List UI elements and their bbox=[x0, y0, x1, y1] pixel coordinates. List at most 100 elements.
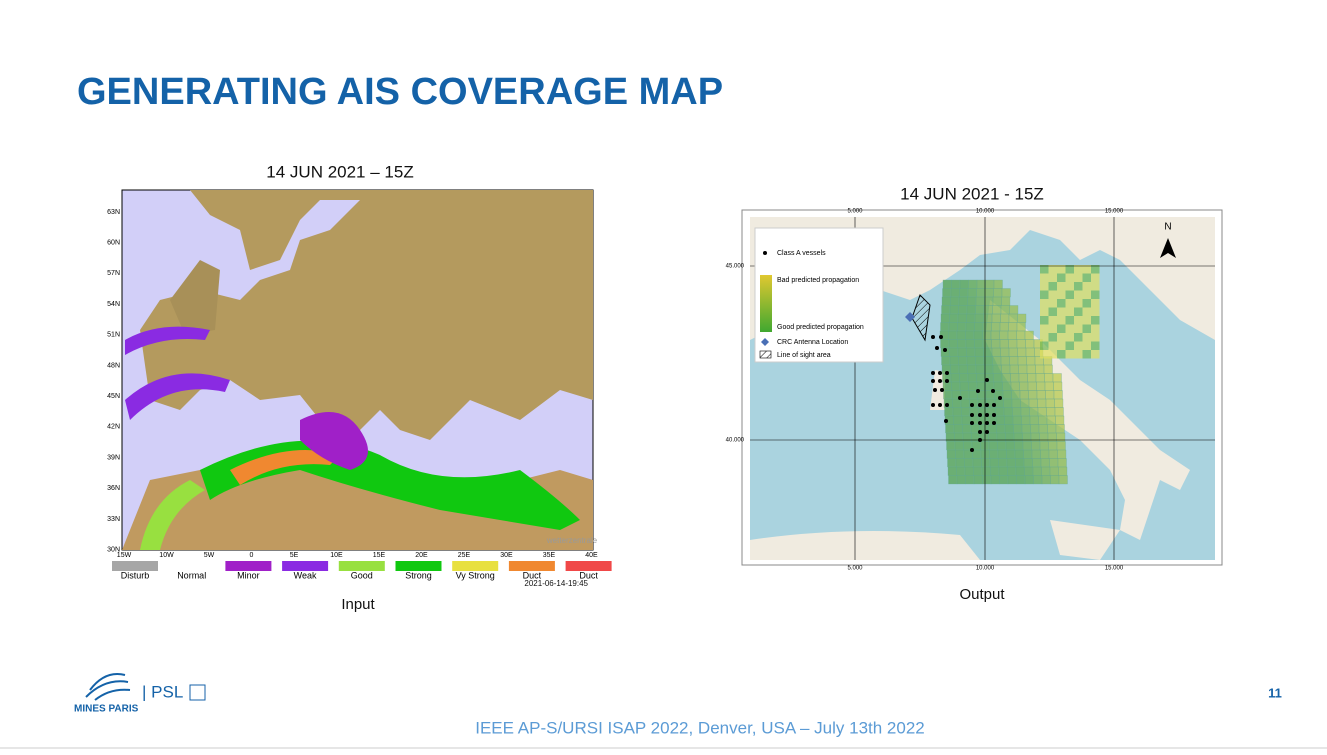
coverage-cell bbox=[1065, 316, 1074, 325]
coverage-cell bbox=[1013, 424, 1023, 434]
coverage-cell bbox=[1052, 373, 1062, 383]
coverage-cell bbox=[961, 407, 971, 417]
coverage-cell bbox=[1065, 282, 1074, 291]
vessel bbox=[992, 421, 996, 425]
lon-label: 40E bbox=[585, 552, 598, 559]
coverage-cell bbox=[1001, 288, 1011, 298]
coverage-cell bbox=[1074, 316, 1083, 325]
coverage-cell bbox=[1048, 307, 1057, 316]
coverage-cell bbox=[965, 322, 975, 332]
coverage-cell bbox=[1048, 316, 1057, 325]
lat-label: 40.000 bbox=[726, 438, 745, 444]
coverage-cell bbox=[1074, 333, 1083, 342]
vessel bbox=[939, 335, 943, 339]
coverage-cell bbox=[1003, 407, 1013, 417]
coverage-cell bbox=[1026, 364, 1036, 374]
coverage-cell bbox=[953, 415, 963, 425]
coverage-cell bbox=[1082, 282, 1091, 291]
coverage-cell bbox=[1014, 449, 1024, 459]
coverage-cell bbox=[957, 313, 967, 323]
vessel bbox=[992, 413, 996, 417]
coverage-cell bbox=[976, 373, 986, 383]
coverage-cell bbox=[976, 279, 986, 289]
coverage-cell bbox=[1091, 350, 1100, 359]
coverage-cell bbox=[1020, 398, 1030, 408]
coverage-cell bbox=[948, 475, 958, 485]
coverage-cell bbox=[1057, 341, 1066, 350]
coverage-cell bbox=[1041, 466, 1051, 476]
coverage-cell bbox=[1028, 390, 1038, 400]
lon-label: 15W bbox=[117, 552, 132, 559]
coverage-cell bbox=[1065, 324, 1074, 333]
coverage-cell bbox=[1048, 265, 1057, 274]
north-label: N bbox=[1164, 222, 1171, 233]
coverage-cell bbox=[984, 296, 994, 306]
coverage-cell bbox=[1091, 324, 1100, 333]
legend-label: Duct bbox=[579, 570, 598, 580]
coverage-cell bbox=[982, 475, 992, 485]
coverage-cell bbox=[1040, 299, 1049, 308]
coverage-cell bbox=[966, 305, 976, 315]
lon-label: 10.000 bbox=[976, 209, 995, 215]
coverage-cell bbox=[997, 441, 1007, 451]
coverage-cell bbox=[1074, 282, 1083, 291]
coverage-cell bbox=[995, 415, 1005, 425]
coverage-cell bbox=[965, 330, 975, 340]
coverage-cell bbox=[1055, 424, 1065, 434]
coverage-cell bbox=[1025, 347, 1035, 357]
sicily bbox=[1050, 520, 1120, 560]
psl-icon bbox=[189, 684, 206, 701]
conference: IEEE AP-S/URSI ISAP 2022, Denver, USA – … bbox=[475, 718, 925, 737]
coverage-cell bbox=[1029, 407, 1039, 417]
coverage-cell bbox=[1007, 466, 1017, 476]
vessel bbox=[978, 403, 982, 407]
lon-label: 15.000 bbox=[1105, 566, 1124, 572]
legend-swatch bbox=[395, 561, 442, 571]
coverage-cell bbox=[1010, 381, 1020, 391]
coverage-cell bbox=[1025, 339, 1035, 349]
coverage-cell bbox=[1004, 424, 1014, 434]
africa bbox=[750, 531, 980, 560]
legend-dot bbox=[763, 251, 767, 255]
coverage-cell bbox=[1022, 441, 1032, 451]
legend-box bbox=[754, 227, 884, 363]
coverage-cell bbox=[1082, 341, 1091, 350]
lon-label: 5E bbox=[290, 552, 299, 559]
lon-label: 30E bbox=[500, 552, 513, 559]
coverage-cell bbox=[991, 339, 1001, 349]
coverage-cell bbox=[1017, 313, 1027, 323]
coverage-cell bbox=[968, 279, 978, 289]
coverage-cell bbox=[949, 313, 959, 323]
legend-bad: Bad predicted propagation bbox=[777, 277, 859, 284]
vessel bbox=[935, 346, 939, 350]
legend-label: Minor bbox=[237, 570, 260, 580]
coverage-cell bbox=[987, 424, 997, 434]
vessel bbox=[985, 430, 989, 434]
coverage-cell bbox=[1054, 398, 1064, 408]
vessel bbox=[970, 413, 974, 417]
coverage-cell bbox=[1037, 407, 1047, 417]
vessel bbox=[931, 379, 935, 383]
vessel bbox=[998, 396, 1002, 400]
vessel bbox=[938, 371, 942, 375]
coverage-cell bbox=[956, 330, 966, 340]
legend-label: Duct bbox=[523, 570, 542, 580]
vessel bbox=[978, 421, 982, 425]
coverage-cell bbox=[957, 339, 967, 349]
coverage-cell bbox=[1048, 282, 1057, 291]
coverage-cell bbox=[1056, 441, 1066, 451]
coverage-cell bbox=[1057, 458, 1067, 468]
coverage-cell bbox=[947, 466, 957, 476]
coverage-cell bbox=[973, 330, 983, 340]
coverage-cell bbox=[992, 296, 1002, 306]
coverage-cell bbox=[1019, 390, 1029, 400]
coverage-cell bbox=[1000, 313, 1010, 323]
vessel bbox=[938, 403, 942, 407]
output-caption: Output bbox=[959, 586, 1005, 603]
coverage-cell bbox=[1024, 475, 1034, 485]
coverage-cell bbox=[981, 458, 991, 468]
coverage-cell bbox=[1057, 307, 1066, 316]
coverage-cell bbox=[1032, 466, 1042, 476]
coverage-cell bbox=[1000, 356, 1010, 366]
coverage-cell bbox=[964, 458, 974, 468]
